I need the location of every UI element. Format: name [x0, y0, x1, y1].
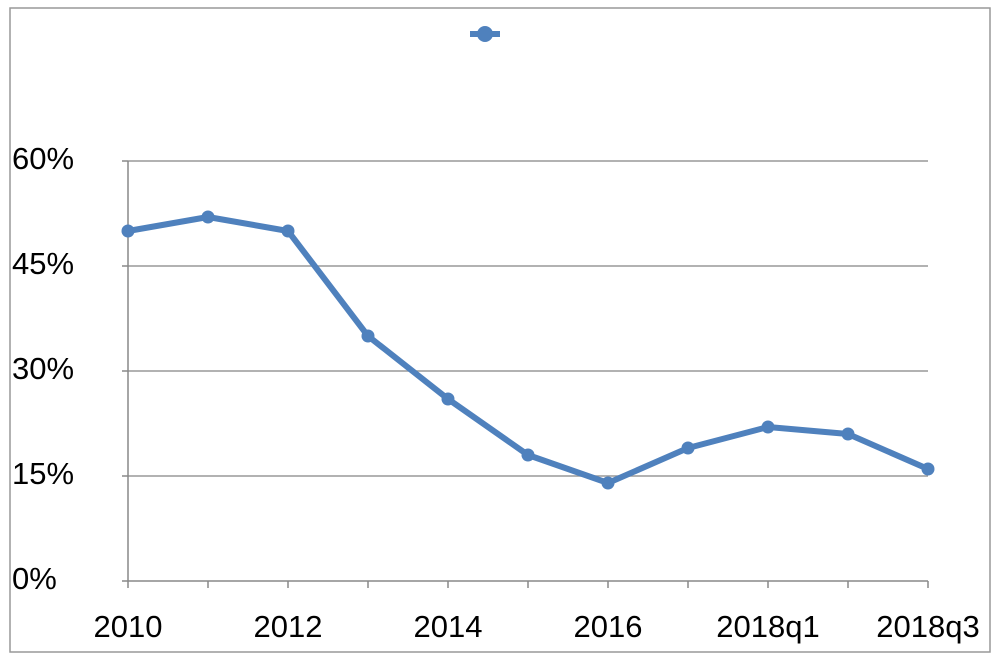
- point: [681, 441, 695, 455]
- chart-frame: [9, 7, 991, 653]
- point: [281, 224, 295, 238]
- y-tick-label: 45%: [12, 246, 74, 281]
- point: [841, 427, 855, 441]
- point: [361, 329, 375, 343]
- x-tick-label: 2014: [414, 609, 483, 644]
- y-tick-label: 0%: [12, 561, 57, 596]
- point: [201, 210, 215, 224]
- x-tick-label: 2018q3: [876, 609, 979, 644]
- legend-marker: [477, 26, 493, 42]
- point: [761, 420, 775, 434]
- point: [921, 462, 935, 476]
- y-tick-label: 15%: [12, 456, 74, 491]
- x-tick-label: 2016: [574, 609, 643, 644]
- y-tick-label: 60%: [12, 141, 74, 176]
- x-tick-label: 2012: [254, 609, 323, 644]
- x-tick-label: 2018q1: [716, 609, 819, 644]
- point: [441, 392, 455, 406]
- point: [601, 476, 615, 490]
- point: [121, 224, 135, 238]
- x-tick-label: 2010: [94, 609, 163, 644]
- point: [521, 448, 535, 462]
- y-tick-label: 30%: [12, 351, 74, 386]
